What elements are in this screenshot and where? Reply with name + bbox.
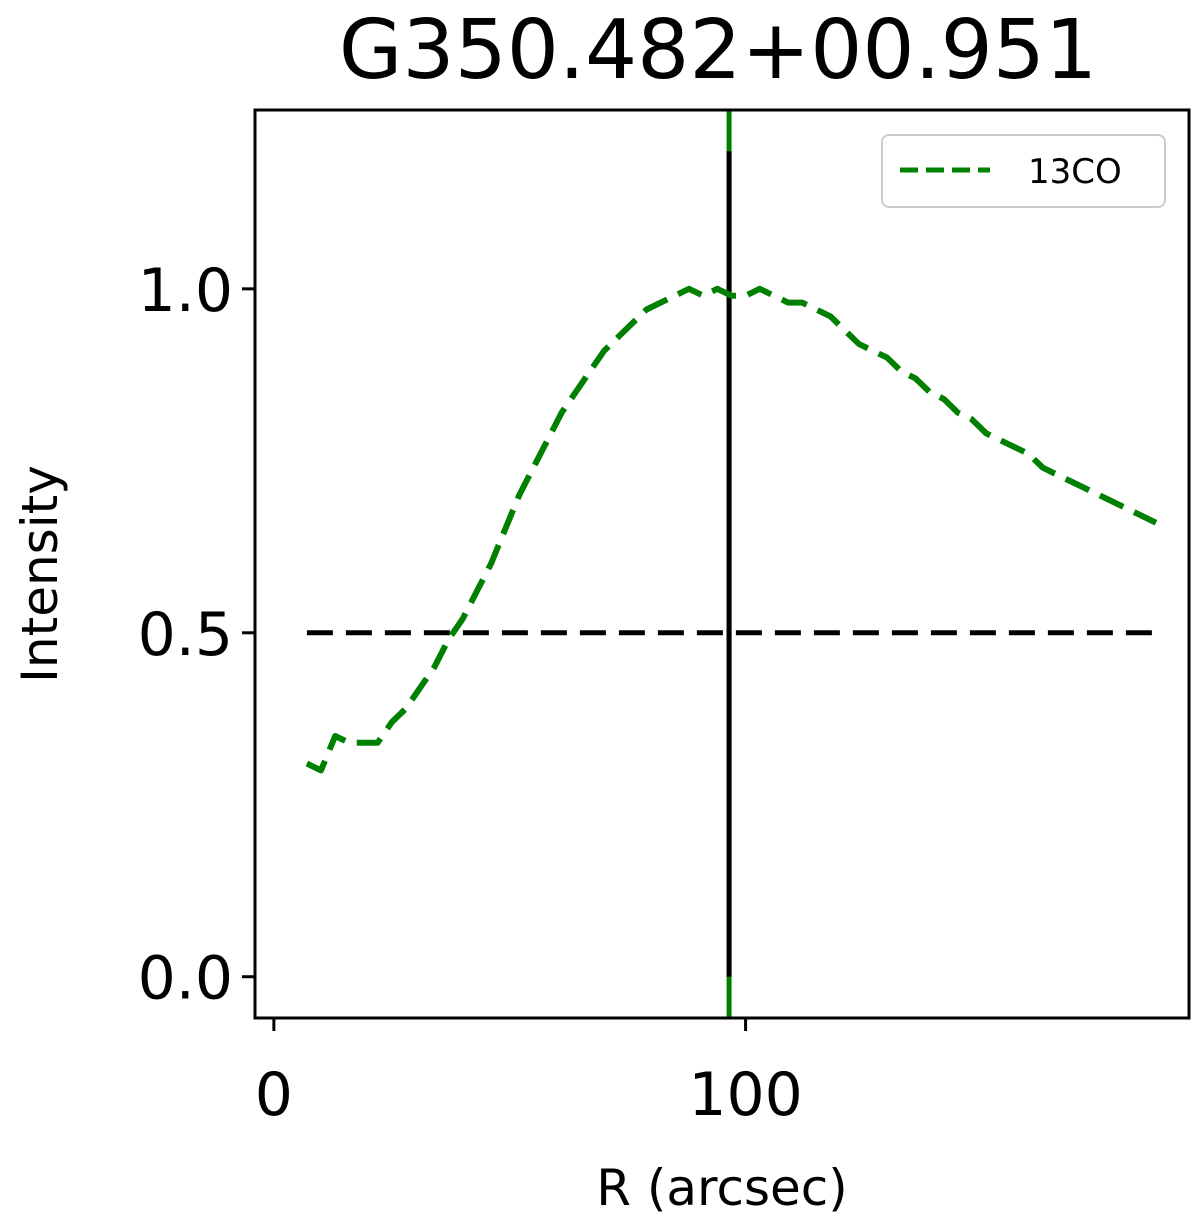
axes: 0 100 0.0 0.5 1.0: [138, 256, 803, 1130]
y-tick-label: 1.0: [138, 256, 233, 326]
series-line-13co: [305, 285, 1158, 774]
y-tick-label: 0.0: [138, 944, 233, 1014]
plot-area: [305, 110, 1158, 1018]
y-tick-label: 0.5: [138, 600, 233, 670]
x-tick-label: 100: [688, 1060, 803, 1130]
chart-title: G350.482+00.951: [339, 3, 1097, 98]
x-tick-label: 0: [255, 1060, 293, 1130]
plot-frame: [253, 108, 1191, 1020]
legend-box: [881, 134, 1166, 208]
y-axis-label: Intensity: [11, 465, 69, 683]
legend: 13CO: [881, 134, 1166, 208]
x-axis-label: R (arcsec): [596, 1159, 848, 1217]
legend-label-13co: 13CO: [1028, 152, 1122, 192]
